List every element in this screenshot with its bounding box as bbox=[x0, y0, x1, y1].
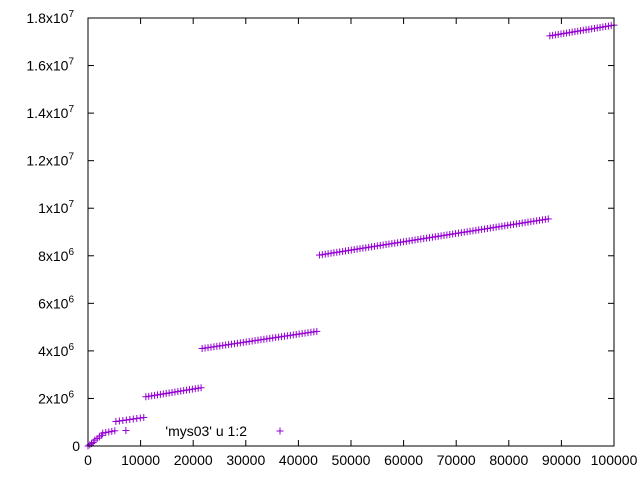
legend-label: 'mys03' u 1:2 bbox=[165, 423, 247, 439]
x-tick-label: 50000 bbox=[332, 452, 371, 468]
x-tick-label: 100000 bbox=[591, 452, 638, 468]
legend: 'mys03' u 1:2 bbox=[165, 423, 284, 439]
data-point bbox=[102, 429, 110, 437]
x-tick-label: 20000 bbox=[174, 452, 213, 468]
y-tick-label: 2x106 bbox=[38, 389, 74, 406]
y-tick-label: 8x106 bbox=[38, 247, 74, 264]
data-point bbox=[108, 427, 116, 435]
axis-ticks: 0 10000 20000 30000 40000 50000 60000 70000 8000… bbox=[26, 9, 637, 468]
data-point bbox=[122, 427, 130, 435]
data-point bbox=[115, 417, 123, 425]
x-tick-label: 0 bbox=[84, 452, 92, 468]
data-point bbox=[126, 415, 134, 423]
data-point bbox=[313, 327, 321, 335]
y-tick-label: 1.8x107 bbox=[26, 9, 74, 26]
data-point bbox=[136, 414, 144, 422]
y-tick-label: 6x106 bbox=[38, 294, 74, 311]
data-points bbox=[84, 21, 618, 450]
y-tick-label: 1x107 bbox=[38, 199, 74, 216]
x-tick-label: 70000 bbox=[437, 452, 476, 468]
data-point bbox=[133, 414, 141, 422]
data-point bbox=[99, 429, 107, 437]
data-point bbox=[111, 427, 119, 435]
data-point bbox=[129, 415, 137, 423]
x-tick-label: 90000 bbox=[542, 452, 581, 468]
y-tick-label: 1.2x107 bbox=[26, 152, 74, 169]
x-tick-label: 80000 bbox=[489, 452, 528, 468]
data-point bbox=[122, 416, 130, 424]
x-tick-label: 60000 bbox=[384, 452, 423, 468]
data-point bbox=[86, 441, 94, 449]
data-point bbox=[119, 416, 127, 424]
data-point bbox=[544, 215, 552, 223]
x-tick-label: 30000 bbox=[226, 452, 265, 468]
plot-frame bbox=[87, 17, 615, 447]
y-tick-label: 0 bbox=[72, 438, 80, 454]
x-tick-label: 10000 bbox=[121, 452, 160, 468]
data-point bbox=[112, 418, 120, 426]
x-tick-label: 40000 bbox=[279, 452, 318, 468]
y-tick-label: 4x106 bbox=[38, 342, 74, 359]
y-tick-label: 1.4x107 bbox=[26, 104, 74, 121]
data-point bbox=[140, 413, 148, 421]
data-point bbox=[105, 428, 113, 436]
y-tick-label: 1.6x107 bbox=[26, 57, 74, 74]
data-point bbox=[197, 384, 205, 392]
